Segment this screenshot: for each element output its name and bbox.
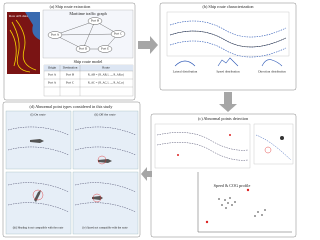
panel-c-title: (c) Abnormal points detection — [198, 116, 249, 121]
detection-plot — [154, 123, 251, 169]
distribution-icons — [174, 57, 283, 67]
case-label: (ii) Off the route — [94, 113, 116, 117]
node-label: Port E — [101, 47, 109, 51]
shape — [34, 190, 41, 202]
shape — [30, 139, 44, 143]
table-cell: R_AB = {R_AB,1, ..., R_AB,n} — [88, 74, 125, 77]
highlight — [32, 189, 44, 201]
arrow-b-c — [219, 92, 237, 112]
shape — [221, 204, 223, 206]
shape — [224, 199, 226, 201]
shape — [218, 198, 220, 200]
node — [97, 45, 113, 53]
ais-tracks — [9, 19, 37, 73]
land — [25, 12, 40, 40]
node — [47, 31, 63, 39]
model-title: Ship route model — [74, 59, 104, 64]
panel-a-title: (a) Ship route extraction — [50, 4, 92, 9]
table-header-bg — [44, 65, 133, 71]
ships — [30, 139, 112, 202]
graph-title: Maritime traffic graph — [69, 11, 107, 16]
shape — [229, 197, 231, 199]
case-panel — [5, 171, 72, 235]
distribution-label: Lateral distribution — [173, 70, 198, 74]
shape — [231, 204, 233, 206]
table-cell: Port A — [48, 81, 57, 85]
route-bounds — [7, 126, 137, 213]
node-label: Port D — [79, 47, 88, 51]
highlight — [97, 155, 107, 165]
zoom-point — [280, 136, 284, 140]
shape — [264, 209, 266, 211]
table-cell: Port B — [66, 73, 74, 77]
panel-d-title: (d) Abnormal point types considered in t… — [30, 104, 114, 109]
shape — [254, 215, 256, 217]
cluster-points — [218, 197, 266, 217]
distribution-label: Speed distribution — [216, 70, 240, 74]
raw-ais-label: Raw AIS data — [9, 14, 28, 18]
cluster-axes — [197, 172, 292, 233]
table-header: Destination — [63, 66, 78, 70]
table-rules — [44, 65, 133, 96]
shape — [92, 196, 103, 200]
case-label: (i) On route — [30, 113, 46, 117]
table-cell: Port C — [66, 81, 74, 85]
shape — [225, 207, 227, 209]
case-panel — [72, 171, 139, 235]
table-header: Origin — [48, 66, 57, 70]
shape — [98, 159, 112, 163]
shape — [261, 214, 263, 216]
distribution-label: Direction distribution — [258, 70, 286, 74]
route-centerline — [169, 30, 287, 48]
highlight — [92, 193, 102, 203]
zoom-route — [255, 134, 292, 161]
table-cell: R_AC = {R_AC,1, ..., R_AC,n} — [88, 82, 125, 85]
route-plot — [166, 11, 290, 57]
arrow-c-d — [141, 167, 152, 181]
node — [75, 45, 91, 53]
abnormal-point — [246, 188, 250, 192]
shape — [234, 201, 236, 203]
graph-nodes: Port A Port B Port C Port D Port E — [47, 17, 126, 53]
node — [110, 30, 126, 38]
node-label: Port B — [91, 19, 99, 23]
node-label: Port C — [114, 32, 122, 36]
shape — [227, 202, 229, 204]
cluster-label: Speed & COG profile — [214, 183, 251, 188]
abnormal-point — [177, 154, 179, 156]
case-label: (iv) Speed not compatible with the route — [82, 227, 128, 230]
panel-b-title: (b) Ship route characterization — [202, 4, 254, 9]
route-bounds — [156, 132, 249, 161]
node-label: Port A — [51, 33, 60, 37]
arrow-a-b — [138, 36, 158, 54]
table-cell: Port A — [48, 73, 57, 77]
zoom-box — [253, 123, 294, 165]
figure: (a) Ship route extraction Raw AIS data M… — [2, 2, 297, 238]
node — [87, 17, 103, 25]
abnormal-point — [229, 134, 231, 136]
shape — [257, 211, 259, 213]
case-label: (iii) Heading is not compatible with the… — [13, 227, 64, 230]
table-header: Route — [102, 66, 110, 70]
abnormal-point — [205, 220, 209, 224]
zoom-point — [264, 146, 272, 154]
